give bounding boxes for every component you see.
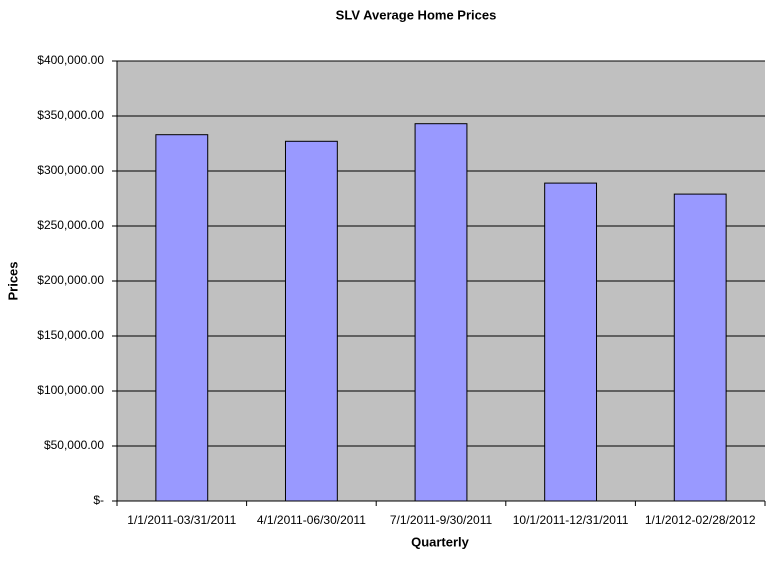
chart-title: SLV Average Home Prices [336, 7, 497, 22]
y-tick-label: $400,000.00 [37, 53, 104, 67]
y-tick-label: $300,000.00 [37, 163, 104, 177]
y-axis-title: Prices [5, 261, 20, 300]
y-tick-label: $250,000.00 [37, 218, 104, 232]
x-tick-label: 10/1/2011-12/31/2011 [513, 513, 629, 527]
y-tick-label: $200,000.00 [37, 273, 104, 287]
bar [414, 123, 468, 502]
bar [284, 140, 338, 502]
x-axis-title: Quarterly [411, 534, 470, 549]
y-tick-label: $50,000.00 [44, 438, 104, 452]
bar [673, 193, 727, 502]
y-tick-label: $100,000.00 [37, 383, 104, 397]
y-tick-label: $350,000.00 [37, 108, 104, 122]
x-tick-label: 4/1/2011-06/30/2011 [257, 513, 366, 527]
x-tick-label: 1/1/2011-03/31/2011 [127, 513, 236, 527]
x-tick-label: 1/1/2012-02/28/2012 [645, 513, 756, 527]
x-tick-label: 7/1/2011-9/30/2011 [390, 513, 493, 527]
y-tick-label: $150,000.00 [37, 328, 104, 342]
bar [155, 134, 209, 502]
y-tick-label: $- [93, 493, 104, 507]
bar [544, 182, 598, 502]
